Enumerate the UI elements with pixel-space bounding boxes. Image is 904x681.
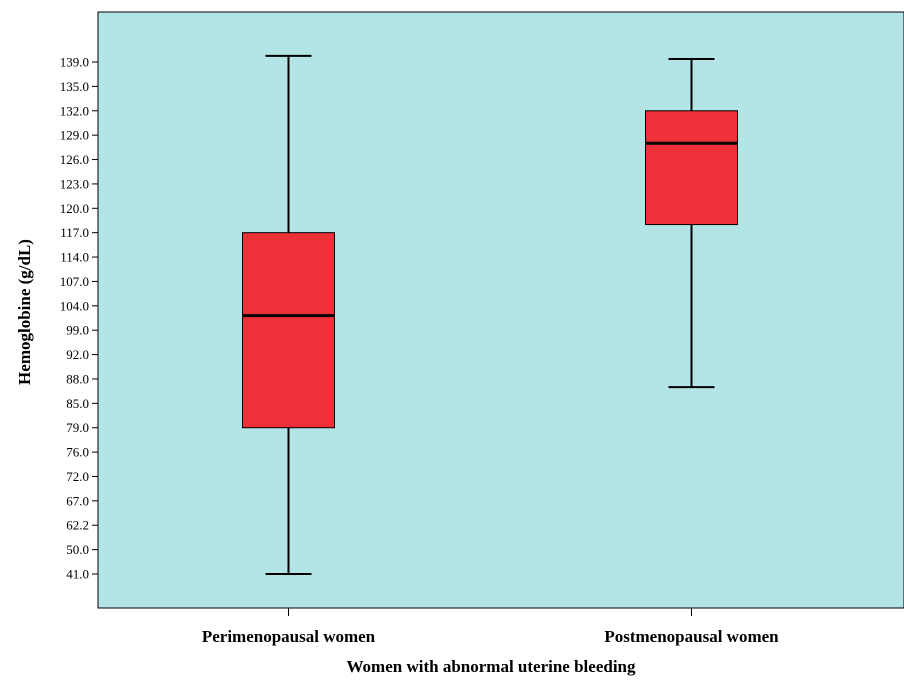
y-tick-label: 76.0 bbox=[66, 445, 89, 460]
box-2 bbox=[645, 57, 738, 389]
y-axis-title: Hemoglobine (g/dL) bbox=[15, 239, 34, 385]
plot-area bbox=[97, 11, 904, 609]
y-tick-label: 129.0 bbox=[60, 128, 89, 143]
y-tick-label: 114.0 bbox=[60, 250, 89, 265]
y-axis: 41.0 50.0 62.2 67.0 72.0 76.0 79.0 85.0 88.0 92.0… bbox=[60, 55, 98, 582]
x-axis: Perimenopausal women Postmenopausal women bbox=[202, 608, 779, 646]
y-tick-label: 123.0 bbox=[60, 176, 89, 191]
y-tick-label: 135.0 bbox=[60, 79, 89, 94]
y-tick-label: 79.0 bbox=[66, 420, 89, 435]
x-axis-title: Women with abnormal uterine bleeding bbox=[346, 657, 636, 676]
y-tick-label: 107.0 bbox=[60, 274, 89, 289]
y-tick-label: 41.0 bbox=[66, 567, 89, 582]
y-tick-label: 126.0 bbox=[60, 152, 89, 167]
y-tick-label: 67.0 bbox=[66, 493, 89, 508]
box-1 bbox=[242, 54, 335, 575]
y-tick-label: 117.0 bbox=[60, 225, 89, 240]
y-tick-label: 88.0 bbox=[66, 371, 89, 386]
y-tick-label: 72.0 bbox=[66, 469, 89, 484]
iqr-box bbox=[645, 110, 738, 226]
x-category-label: Perimenopausal women bbox=[202, 627, 376, 646]
boxes-group bbox=[242, 54, 738, 575]
iqr-box bbox=[242, 232, 335, 429]
y-tick-label: 132.0 bbox=[60, 103, 89, 118]
y-tick-label: 120.0 bbox=[60, 201, 89, 216]
y-tick-label: 92.0 bbox=[66, 347, 89, 362]
y-tick-label: 99.0 bbox=[66, 323, 89, 338]
y-tick-label: 104.0 bbox=[60, 298, 89, 313]
x-category-label: Postmenopausal women bbox=[604, 627, 779, 646]
y-tick-label: 139.0 bbox=[60, 55, 89, 70]
y-tick-label: 85.0 bbox=[66, 396, 89, 411]
y-tick-label: 50.0 bbox=[66, 542, 89, 557]
y-tick-label: 62.2 bbox=[66, 518, 89, 533]
